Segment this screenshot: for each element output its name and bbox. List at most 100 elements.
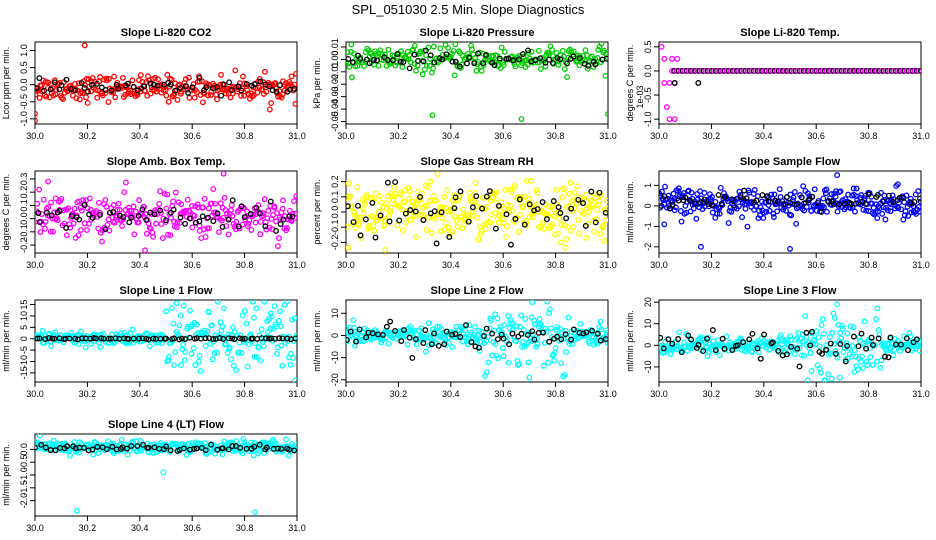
data-point (823, 186, 830, 193)
y-tick-label: -0.04 (330, 99, 340, 120)
data-point (177, 214, 184, 221)
data-point (452, 42, 459, 48)
data-point (87, 335, 94, 342)
data-point (268, 313, 275, 320)
plot-frame (34, 41, 298, 125)
data-point (457, 334, 464, 340)
data-point (831, 341, 837, 347)
data-point (860, 206, 867, 213)
data-point (81, 202, 88, 208)
data-point (820, 204, 827, 211)
data-point (354, 183, 361, 190)
x-tick-label: 30.0 (26, 260, 44, 270)
data-point (603, 55, 608, 62)
data-point (191, 445, 197, 452)
data-point (238, 87, 245, 94)
data-point (602, 336, 608, 343)
y-tick-label: 0.00 (330, 51, 340, 69)
data-point (39, 327, 46, 334)
data-point (491, 62, 498, 69)
data-point (492, 225, 499, 232)
chart-title: Slope Line 3 Flow (744, 285, 837, 297)
data-point (428, 229, 435, 236)
data-point (423, 227, 430, 234)
data-point (88, 82, 95, 88)
data-point (601, 237, 608, 244)
x-tick-label: 31.0 (912, 389, 930, 399)
data-point (167, 232, 174, 239)
data-point (35, 117, 38, 124)
data-point (167, 81, 174, 88)
data-point (511, 182, 518, 189)
data-point (676, 329, 683, 336)
data-point (862, 200, 869, 207)
data-point (659, 188, 665, 195)
data-point (791, 188, 798, 195)
y-tick-label: 0.5 (19, 61, 29, 74)
data-point (111, 73, 118, 80)
data-point (40, 196, 47, 203)
data-point (203, 84, 210, 91)
data-point (406, 188, 413, 195)
data-point (822, 377, 829, 382)
plot-frame (658, 41, 922, 125)
data-point (196, 75, 203, 81)
data-point (76, 216, 83, 223)
data-point (397, 58, 404, 65)
data-point (808, 367, 815, 374)
data-point (346, 224, 351, 231)
data-point (509, 326, 516, 333)
data-point (751, 187, 758, 193)
y-tick-label: -2.0 (19, 493, 29, 509)
data-point (409, 198, 416, 205)
data-point (72, 87, 78, 94)
data-point (162, 87, 169, 94)
data-point (274, 243, 281, 250)
data-point (389, 57, 396, 64)
data-point (746, 336, 753, 343)
data-point (157, 207, 164, 214)
data-point (564, 74, 570, 81)
data-point (669, 55, 676, 62)
data-point (916, 347, 921, 354)
data-point (135, 212, 142, 219)
data-point (844, 330, 851, 337)
data-point (460, 221, 467, 228)
data-point (272, 440, 279, 447)
data-point (874, 191, 881, 198)
data-point (250, 314, 257, 321)
data-point (798, 194, 805, 201)
data-point (112, 335, 119, 342)
data-point (820, 330, 827, 337)
y-axis-label: ml/min per min. (625, 310, 635, 372)
data-point (165, 353, 172, 360)
data-point (121, 189, 128, 196)
data-point (219, 223, 226, 230)
data-point (178, 335, 185, 342)
data-point (594, 206, 601, 213)
data-point (819, 202, 826, 209)
data-point (412, 336, 419, 343)
data-point (695, 80, 702, 86)
data-point (200, 99, 206, 106)
data-point (106, 209, 113, 216)
data-point (911, 198, 918, 205)
data-point (794, 335, 801, 342)
x-tick-label: 30.0 (337, 260, 355, 270)
data-point (435, 342, 442, 349)
data-point (105, 335, 112, 342)
data-point (449, 344, 456, 351)
data-point (829, 329, 836, 336)
data-point (437, 45, 444, 52)
data-point (70, 220, 77, 227)
y-tick-label: -10 (643, 360, 653, 373)
x-tick-label: 30.6 (807, 260, 825, 270)
data-point (349, 59, 356, 66)
data-point (425, 320, 432, 327)
data-point (178, 362, 185, 369)
data-point (769, 339, 776, 346)
data-point (787, 191, 794, 198)
data-point (855, 343, 862, 350)
data-point (233, 367, 240, 374)
